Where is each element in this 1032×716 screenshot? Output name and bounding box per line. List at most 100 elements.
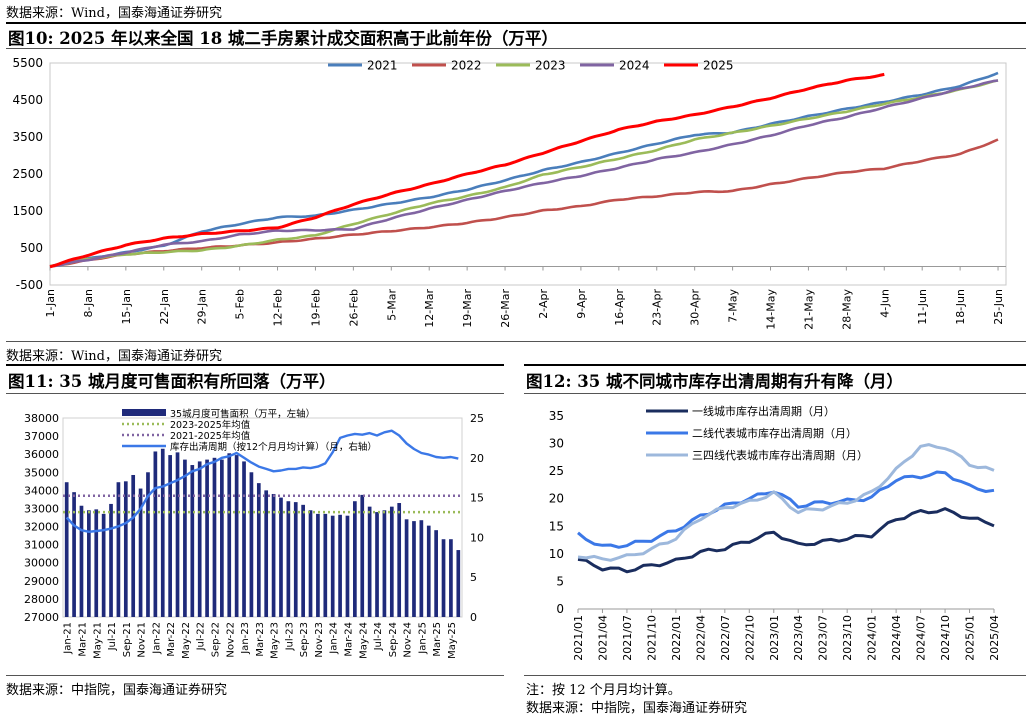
fig10-ytick-label: 1500: [12, 204, 43, 218]
fig11-xtick-label: Sep-21: [122, 622, 133, 657]
fig12-title-rule-top: [524, 364, 1026, 366]
fig12-series-line: [577, 443, 995, 562]
fig12-xtick-label: 2023/07: [817, 615, 830, 661]
fig11-xtick-label: Jul-22: [196, 622, 207, 651]
fig12-title: 图12: 35 城不同城市库存出清周期有升有降（月）: [526, 372, 904, 391]
fig12-ytick-label: 0: [556, 602, 564, 616]
fig12-ytick-label: 20: [549, 492, 564, 506]
fig11-ytick-left: 32000: [24, 521, 59, 534]
fig10-xtick-label: 21-May: [802, 289, 815, 330]
fig11-xtick-label: Jan-24: [329, 622, 340, 655]
fig10-xtick-label: 14-May: [765, 289, 778, 330]
fig11-ytick-right: 0: [470, 611, 477, 624]
fig11-bar: [72, 492, 76, 617]
fig11-bar: [426, 525, 431, 617]
fig11-ytick-left: 34000: [24, 484, 59, 497]
fig11-bar: [212, 457, 217, 617]
fig12-xtick-label: 2024/07: [915, 615, 928, 661]
fig11-bar: [412, 521, 416, 617]
fig12-legend-label: 二线代表城市库存出清周期（月）: [692, 426, 857, 440]
fig11-bar: [190, 465, 195, 617]
fig11-bottom-rule: [6, 675, 504, 676]
fig11-ytick-left: 35000: [24, 466, 59, 479]
fig11-ytick-left: 28000: [24, 593, 59, 606]
fig12-xtick-label: 2021/10: [645, 615, 658, 661]
fig11-ytick-right: 5: [470, 571, 477, 584]
fig12-xtick-label: 2022/07: [719, 615, 732, 661]
fig11-bar: [382, 510, 387, 617]
fig10-xtick-label: 18-Jun: [954, 289, 967, 325]
fig10-xtick-label: 23-Apr: [651, 289, 664, 326]
fig11-xtick-label: Mar-24: [343, 622, 354, 657]
fig12-xtick-label: 2025/04: [988, 615, 1001, 661]
fig12-bottom-rule: [524, 675, 1026, 676]
fig11-bar: [175, 452, 180, 617]
fig11-xtick-label: Sep-22: [210, 622, 221, 657]
fig10-source: 数据来源：Wind，国泰海通证券研究: [6, 349, 222, 364]
fig11-bar: [123, 481, 128, 617]
fig11-bar: [419, 520, 424, 617]
fig12-legend-label: 一线城市库存出清周期（月）: [692, 404, 835, 418]
fig11-xtick-label: May-22: [181, 622, 192, 659]
fig11-xtick-label: Nov-21: [137, 622, 148, 658]
fig10-xtick-label: 5-Feb: [234, 289, 247, 319]
fig11-xtick-label: Jan-23: [240, 622, 251, 655]
fig12-ytick-label: 25: [549, 464, 564, 478]
fig11-ytick-right: 25: [470, 412, 484, 425]
fig11-ytick-left: 29000: [24, 575, 59, 588]
fig12-xtick-label: 2021/04: [596, 615, 609, 661]
fig10-xtick-label: 1-Jan: [44, 289, 57, 318]
fig11-bar: [87, 510, 91, 617]
fig11-bar: [64, 482, 69, 617]
fig11-bar: [456, 550, 461, 617]
fig11-title: 图11: 35 城月度可售面积有所回落（万平）: [8, 372, 336, 391]
fig12-xtick-label: 2021/07: [621, 615, 634, 661]
fig12-xtick-label: 2023/10: [841, 615, 854, 661]
fig11-legend-swatch-bar: [122, 409, 166, 416]
fig11-bar: [242, 461, 246, 617]
fig10-xtick-label: 28-May: [840, 289, 853, 330]
fig10-xtick-label: 12-Feb: [272, 289, 285, 326]
fig12-xtick-label: 2022/04: [694, 615, 707, 661]
fig12-ytick-label: 35: [549, 409, 564, 423]
fig11-bar: [397, 503, 402, 617]
fig10-xtick-label: 19-Feb: [309, 289, 322, 326]
fig12-xtick-label: 2022/01: [670, 615, 683, 661]
fig11-xtick-label: May-21: [92, 622, 103, 659]
fig11-bar: [79, 505, 84, 617]
fig10-xtick-label: 12-Mar: [423, 289, 436, 328]
fig12-xtick-label: 2023/04: [792, 615, 805, 661]
fig10-ytick-label: 500: [20, 241, 43, 255]
fig12-ytick-label: 10: [549, 547, 564, 561]
fig10-title-rule-bottom: [6, 48, 1026, 49]
fig12-xtick-label: 2024/01: [866, 615, 879, 661]
fig10-xtick-label: 9-Apr: [575, 289, 588, 319]
fig11-bar: [404, 519, 409, 617]
fig11-bar: [205, 459, 209, 617]
fig12-note: 注：按 12 个月月均计算。: [526, 683, 681, 698]
fig11-bar: [138, 488, 143, 617]
fig11-bar: [256, 483, 261, 617]
fig11-xtick-label: Mar-25: [432, 622, 443, 657]
fig10-legend-label-2023: 2023: [535, 59, 566, 73]
fig11-bar: [441, 539, 446, 617]
fig11-bar: [389, 506, 394, 617]
fig10-xtick-label: 5-Mar: [385, 289, 398, 321]
fig11-bar: [146, 472, 150, 617]
fig10-ytick-label: 3500: [12, 130, 43, 144]
fig10-ytick-label: 5500: [12, 56, 43, 70]
fig11-ytick-left: 37000: [24, 430, 59, 443]
fig11-ytick-left: 38000: [24, 412, 59, 425]
fig12-source: 数据来源：中指院，国泰海通证券研究: [526, 701, 748, 716]
fig10-title: 图10: 2025 年以来全国 18 城二手房累计成交面积高于此前年份（万平）: [8, 29, 558, 48]
fig11-bar: [375, 512, 379, 617]
fig11-xtick-label: May-23: [270, 622, 281, 659]
fig10-xtick-label: 25-Jun: [992, 289, 1005, 325]
fig11-bar: [264, 490, 269, 617]
fig11-bar: [353, 501, 357, 617]
fig11-title-rule-bottom: [6, 393, 504, 394]
fig12-xtick-label: 2025/01: [964, 615, 977, 661]
fig11-bar: [367, 506, 372, 617]
fig11-xtick-label: Sep-23: [299, 622, 310, 657]
fig11-bar: [234, 455, 239, 617]
